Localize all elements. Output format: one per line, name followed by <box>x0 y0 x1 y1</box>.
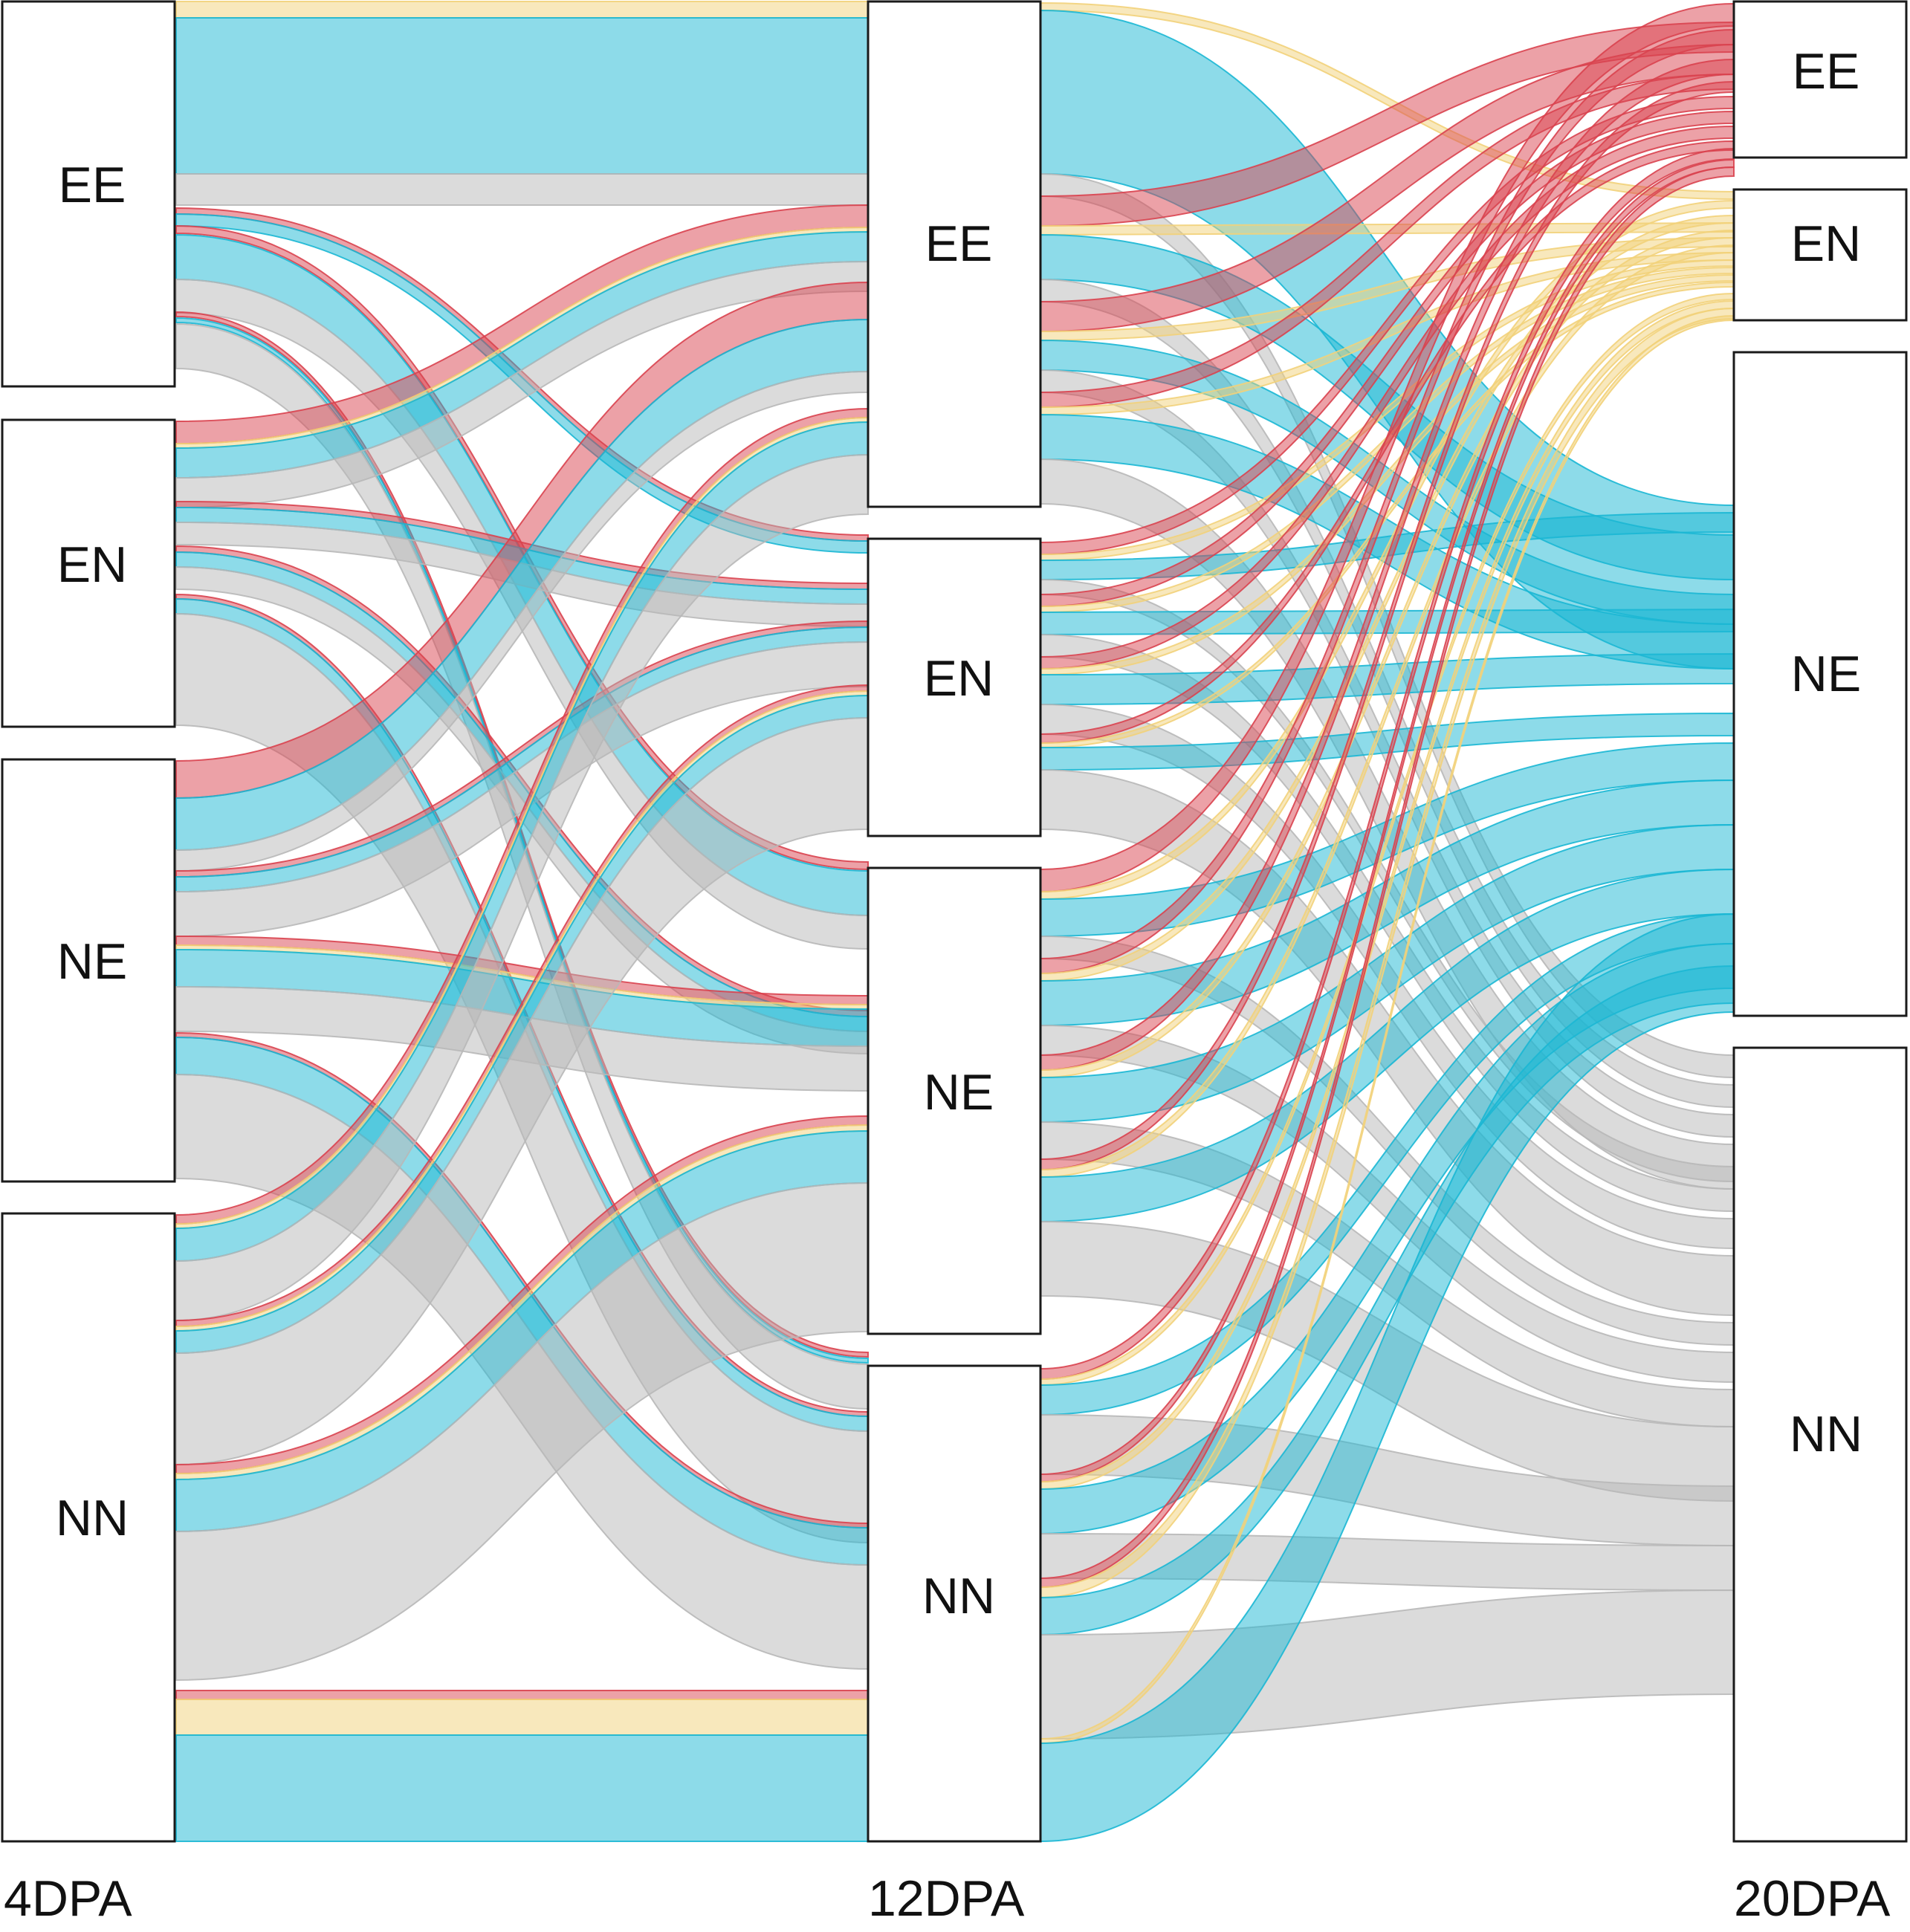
node-20dpa-ne <box>1732 351 1908 1017</box>
node-label-12dpa-nn: NN <box>922 1568 995 1624</box>
flow-ribbon-nn-2 <box>175 172 869 207</box>
node-4dpa-ne <box>1 758 176 1183</box>
node-4dpa-en <box>1 418 176 728</box>
node-12dpa-ne <box>867 866 1042 1335</box>
flow-ribbon-en-50 <box>175 1698 869 1737</box>
flow-ribbon-ee-49 <box>175 1689 869 1701</box>
flow-ribbon-en-0 <box>175 0 869 19</box>
node-label-12dpa-ee: EE <box>925 215 993 272</box>
node-label-12dpa-ne: NE <box>924 1064 994 1121</box>
node-label-4dpa-en: EN <box>57 537 127 593</box>
node-label-4dpa-nn: NN <box>56 1490 129 1546</box>
node-label-20dpa-ee: EE <box>1793 43 1860 100</box>
node-label-12dpa-en: EN <box>924 650 994 707</box>
node-label-20dpa-nn: NN <box>1790 1406 1862 1462</box>
node-4dpa-nn <box>1 1212 176 1843</box>
node-12dpa-en <box>867 537 1042 837</box>
flow-ribbon-nn-40 <box>175 453 869 1322</box>
flow-layer <box>175 0 1735 1843</box>
stage-4dpa: EE EN NE NN <box>1 0 176 1843</box>
node-12dpa-nn <box>867 1364 1042 1843</box>
stage-label-12dpa: 12DPA <box>868 1870 1025 1927</box>
stage-label-20dpa: 20DPA <box>1734 1870 1891 1927</box>
node-label-20dpa-ne: NE <box>1791 646 1861 702</box>
stage-12dpa: EE EN NE NN <box>867 0 1042 1843</box>
flow-ribbon-ee-155 <box>1040 166 1735 1589</box>
node-20dpa-en <box>1732 188 1908 322</box>
stage-label-4dpa: 4DPA <box>4 1870 132 1927</box>
node-label-4dpa-ee: EE <box>59 157 126 213</box>
flow-ribbon-ne-1 <box>175 16 869 175</box>
node-4dpa-ee <box>1 0 176 388</box>
node-label-20dpa-en: EN <box>1791 215 1861 272</box>
node-label-4dpa-ne: NE <box>57 933 127 990</box>
node-20dpa-ee <box>1732 0 1908 159</box>
stage-20dpa: EE EN NE NN <box>1732 0 1908 1843</box>
flow-ribbon-ne-51 <box>175 1734 869 1843</box>
node-12dpa-ee <box>867 0 1042 508</box>
node-20dpa-nn <box>1732 1046 1908 1843</box>
